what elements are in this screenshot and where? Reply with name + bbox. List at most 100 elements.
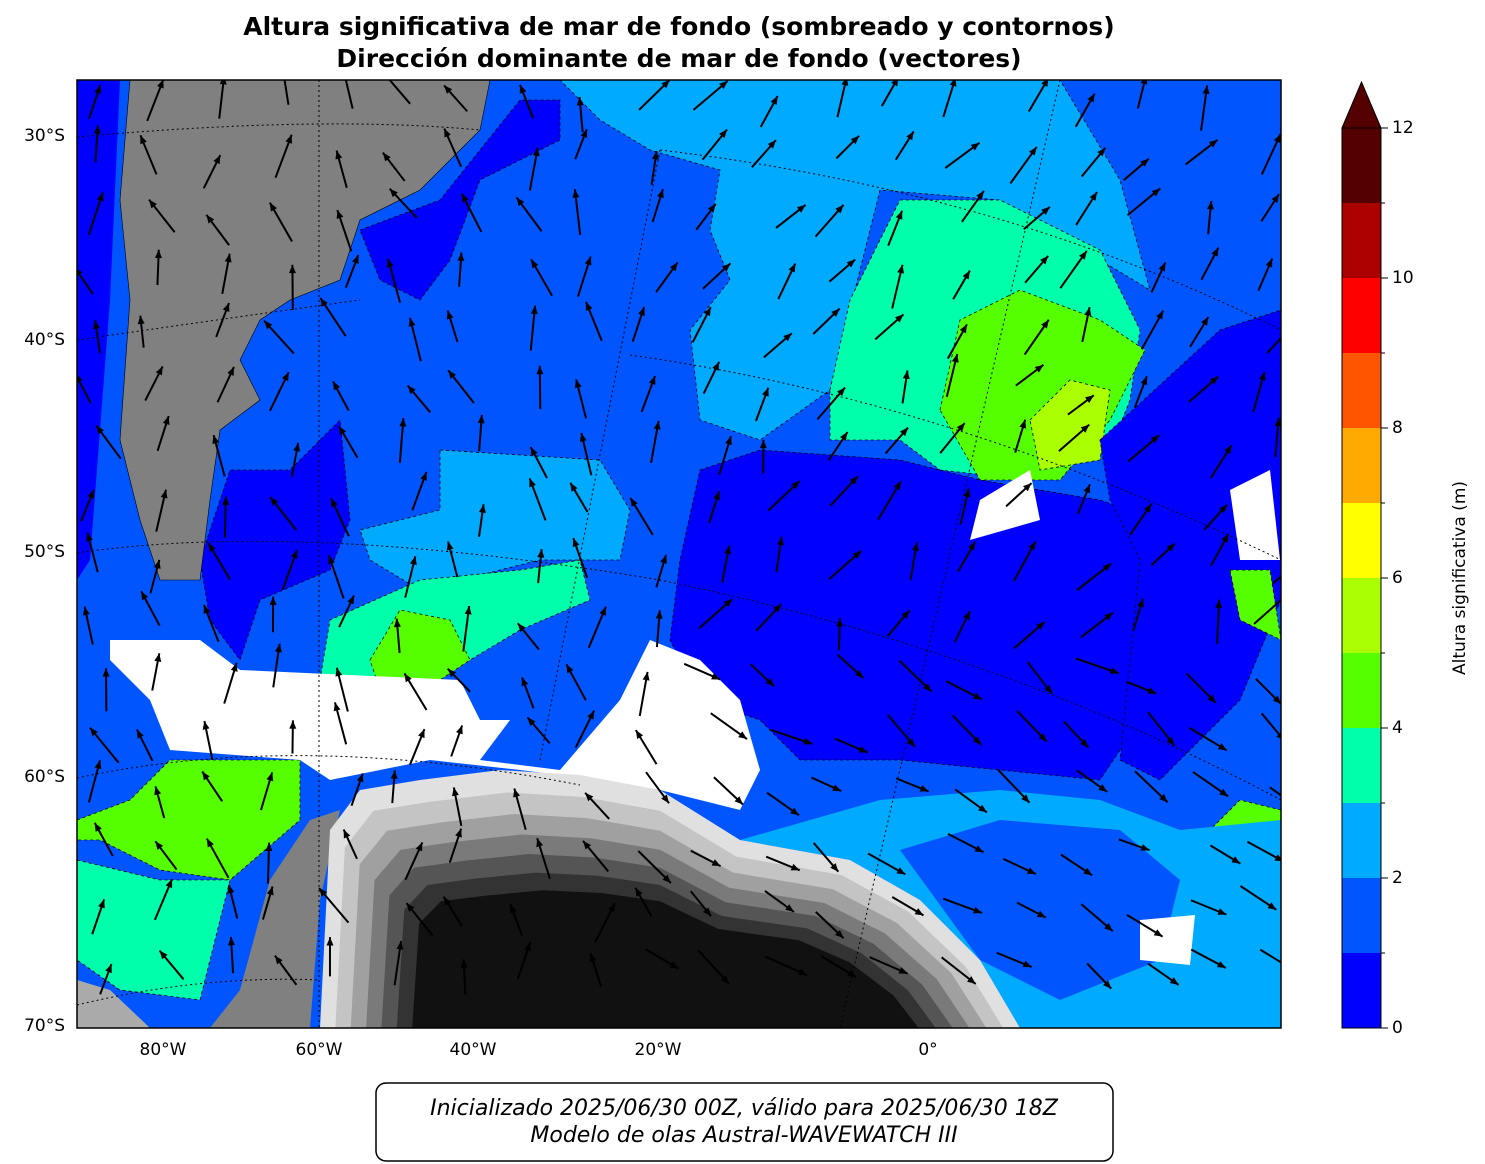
region-5-6 bbox=[1029, 379, 1111, 471]
vector-head bbox=[1158, 262, 1166, 272]
colorbar-band bbox=[1342, 953, 1381, 1028]
vector-head bbox=[1267, 902, 1277, 910]
vector-head bbox=[335, 667, 343, 677]
vector-head bbox=[529, 478, 536, 488]
vector-head bbox=[669, 262, 678, 272]
vector-head bbox=[457, 252, 465, 262]
colorbar-band bbox=[1342, 428, 1381, 503]
vector-head bbox=[288, 264, 296, 274]
vector-head bbox=[105, 964, 112, 974]
swell-vectors bbox=[77, 80, 1296, 995]
colorbar-tick-label: 8 bbox=[1392, 418, 1403, 438]
title-line: Dirección dominante de mar de fondo (vec… bbox=[336, 44, 1021, 73]
vector-head bbox=[1288, 322, 1296, 330]
vector-head bbox=[153, 559, 161, 569]
colorbar-tick-label: 6 bbox=[1392, 568, 1403, 588]
vector-head bbox=[165, 879, 173, 889]
vector-shaft bbox=[1272, 575, 1281, 585]
vector-head bbox=[719, 129, 728, 139]
vector-head bbox=[447, 668, 457, 678]
vector-head bbox=[1147, 687, 1157, 694]
vector-head bbox=[963, 488, 971, 498]
region-3-4 bbox=[77, 859, 231, 1001]
vector-head bbox=[98, 899, 105, 909]
vector-head bbox=[1098, 784, 1108, 792]
vector-head bbox=[1083, 867, 1093, 876]
graticule-line bbox=[77, 978, 321, 1006]
vector-head bbox=[537, 549, 545, 558]
vector-head bbox=[265, 842, 273, 852]
vector-head bbox=[270, 497, 279, 506]
vector-head bbox=[1215, 599, 1223, 609]
vector-head bbox=[635, 887, 643, 897]
vector-head bbox=[711, 672, 721, 680]
vector-head bbox=[396, 941, 404, 950]
vector-head bbox=[790, 807, 800, 816]
vector-head bbox=[584, 256, 592, 266]
vector-head bbox=[1104, 612, 1113, 621]
vector-head bbox=[852, 550, 862, 560]
vector-head bbox=[855, 669, 864, 679]
vector-head bbox=[635, 730, 644, 740]
footer-line: Modelo de olas Austral-WAVEWATCH III bbox=[530, 1123, 957, 1148]
vector-head bbox=[831, 308, 840, 317]
vector-head bbox=[530, 447, 538, 457]
vector-head bbox=[959, 324, 967, 334]
vector-head bbox=[208, 543, 216, 552]
vector-head bbox=[648, 375, 656, 385]
vector-head bbox=[206, 838, 214, 848]
vector-head bbox=[836, 387, 846, 397]
vector-head bbox=[330, 498, 338, 508]
vector-head bbox=[1140, 80, 1148, 85]
vector-head bbox=[1087, 93, 1095, 103]
vector-head bbox=[791, 480, 800, 490]
vector-head bbox=[967, 976, 976, 985]
colorbar-tick-label: 10 bbox=[1392, 268, 1414, 288]
vector-head bbox=[585, 301, 593, 311]
vector-head bbox=[1219, 504, 1228, 514]
vector-head bbox=[1038, 733, 1047, 742]
vector-shaft bbox=[344, 80, 354, 109]
vector-head bbox=[157, 80, 164, 89]
vector-head bbox=[1153, 929, 1163, 937]
vector-head bbox=[289, 720, 297, 729]
vector-head bbox=[1273, 134, 1281, 144]
vector-head bbox=[531, 259, 539, 269]
vector-head bbox=[835, 204, 844, 214]
vector-head bbox=[1089, 191, 1097, 201]
vector-head bbox=[703, 907, 712, 917]
ice-sheet-layer bbox=[412, 890, 919, 1028]
colorbar: 0 2 4 6 8 10 12 bbox=[1341, 80, 1414, 1038]
lon-tick-label: 20°W bbox=[635, 1040, 682, 1060]
vector-head bbox=[719, 80, 728, 89]
region-1-2 bbox=[900, 820, 1180, 1000]
vector-head bbox=[137, 315, 145, 325]
vector-head bbox=[653, 420, 661, 430]
vector-head bbox=[206, 214, 215, 224]
vector-head bbox=[973, 692, 983, 700]
graticule-line bbox=[839, 80, 1061, 1028]
region-4-5 bbox=[1229, 569, 1281, 641]
vector-head bbox=[1159, 793, 1168, 803]
vector-head bbox=[227, 366, 234, 376]
vector-head bbox=[293, 442, 301, 452]
vector-head bbox=[891, 80, 898, 87]
colorbar-band bbox=[1342, 803, 1381, 878]
vector-head bbox=[796, 204, 806, 213]
vector-head bbox=[1206, 200, 1214, 210]
vector-head bbox=[579, 432, 587, 442]
colorbar-tick-label: 12 bbox=[1392, 118, 1414, 138]
vector-head bbox=[1217, 743, 1227, 751]
vector-head bbox=[836, 618, 844, 627]
vector-shaft bbox=[283, 80, 290, 105]
vector-head bbox=[835, 929, 844, 939]
vector-head bbox=[963, 611, 970, 621]
colorbar-band bbox=[1342, 878, 1381, 953]
vector-head bbox=[86, 532, 93, 542]
colorbar-extend bbox=[1341, 80, 1382, 129]
vector-head bbox=[290, 549, 298, 559]
vector-head bbox=[1216, 960, 1226, 968]
vector-head bbox=[723, 599, 733, 608]
lon-tick-label: 60°W bbox=[296, 1040, 343, 1060]
vector-head bbox=[589, 953, 597, 963]
